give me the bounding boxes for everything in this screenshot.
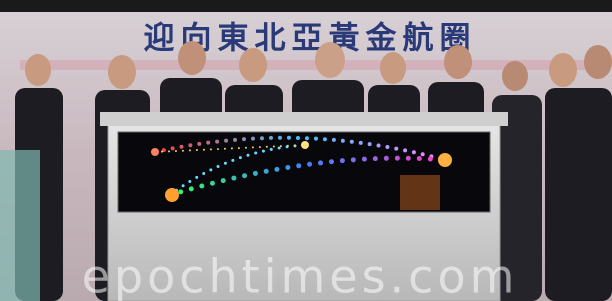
city-node: [438, 153, 452, 167]
head: [239, 48, 267, 82]
page: 迎向東北亞黃金航圈 epochtimes.c: [0, 0, 612, 301]
city-node: [151, 148, 159, 156]
head: [584, 45, 612, 79]
podium-left: [0, 150, 40, 301]
head: [25, 54, 51, 86]
person: [545, 88, 612, 301]
head: [315, 42, 345, 78]
city-node: [301, 141, 309, 149]
head: [380, 52, 406, 84]
watermark: epochtimes.com: [82, 250, 519, 301]
city-node: [165, 188, 179, 202]
top-border: [0, 0, 612, 12]
head: [444, 45, 472, 79]
head: [108, 55, 136, 89]
photo: 迎向東北亞黃金航圈 epochtimes.c: [0, 0, 612, 301]
head: [549, 53, 577, 87]
head: [502, 61, 528, 91]
head: [178, 41, 206, 75]
skyline: [400, 175, 440, 210]
console-rail: [100, 112, 508, 126]
